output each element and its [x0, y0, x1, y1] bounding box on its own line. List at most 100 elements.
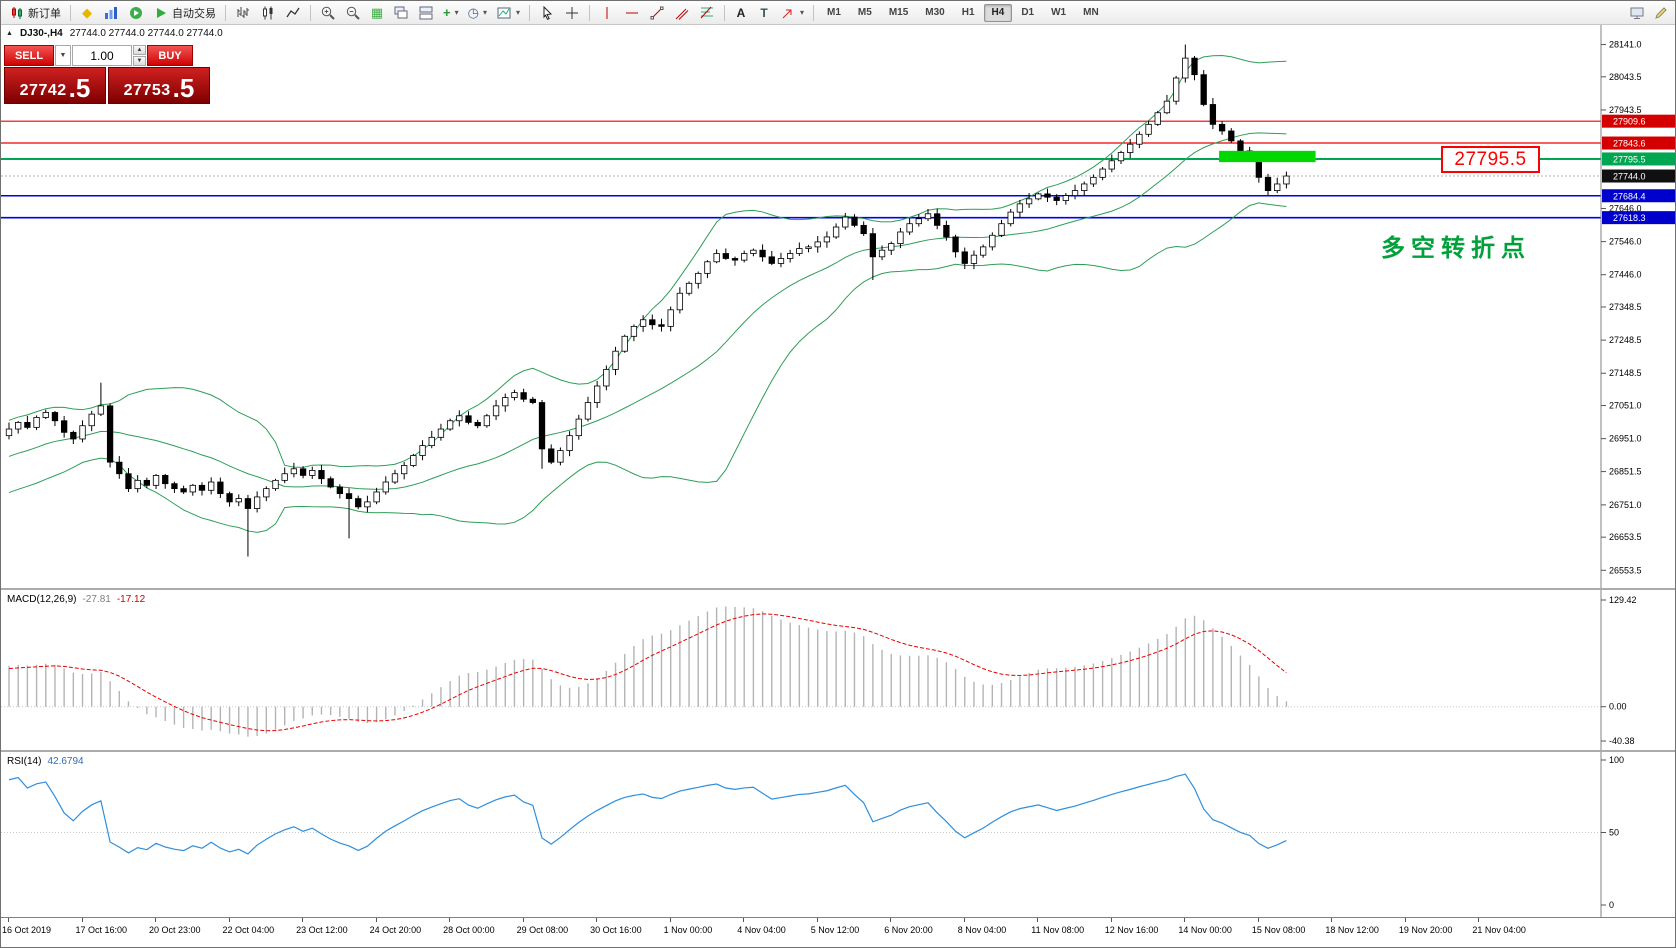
line-chart-button[interactable]	[281, 3, 305, 23]
time-axis-tick	[376, 918, 377, 922]
diamond-icon: ◆	[82, 6, 92, 19]
metaeditor-button[interactable]: ◆	[76, 3, 98, 23]
timeframe-m1[interactable]: M1	[819, 4, 849, 22]
pencil-icon	[1653, 5, 1669, 21]
cursor-button[interactable]	[535, 3, 559, 23]
timeframe-d1[interactable]: D1	[1013, 4, 1042, 22]
separator	[813, 5, 814, 21]
time-axis-tick	[1184, 918, 1185, 922]
one-click-trade-panel: SELL ▼ 1.00 ▲ ▼ BUY 27742 .5 27753 .5	[4, 45, 210, 104]
market-watch-button[interactable]	[99, 3, 123, 23]
channel-button[interactable]	[670, 3, 694, 23]
separator	[70, 5, 71, 21]
timeframe-h4[interactable]: H4	[984, 4, 1013, 22]
text-tool-button[interactable]: A	[730, 3, 752, 23]
periods-button[interactable]: ◷ ▾	[464, 3, 491, 23]
timeframe-m15[interactable]: M15	[881, 4, 916, 22]
panel-splitter[interactable]	[1, 750, 1676, 752]
separator	[225, 5, 226, 21]
tile-horizontal-icon	[418, 5, 434, 21]
new-order-button[interactable]: 新订单	[5, 3, 65, 23]
rsi-chart[interactable]: 100500	[1, 752, 1676, 917]
templates-button[interactable]: ▾	[492, 3, 524, 23]
time-axis-label: 17 Oct 16:00	[76, 925, 128, 935]
price-axis-tag: 27909.6	[1613, 117, 1646, 127]
zoom-out-button[interactable]	[341, 3, 365, 23]
chevron-down-icon: ▼	[137, 58, 143, 64]
vertical-line-button[interactable]	[595, 3, 619, 23]
arrows-tool-button[interactable]: ▾	[776, 3, 808, 23]
tile-horizontal-button[interactable]	[414, 3, 438, 23]
timeframe-h1[interactable]: H1	[954, 4, 983, 22]
volume-input[interactable]: 1.00	[72, 45, 132, 66]
sell-price-box[interactable]: 27742 .5	[4, 67, 106, 104]
price-axis-tag: 27618.3	[1613, 213, 1646, 223]
candlestick-chart-icon	[260, 5, 276, 21]
time-axis-label: 29 Oct 08:00	[517, 925, 569, 935]
ohlc-values: 27744.0 27744.0 27744.0 27744.0	[70, 28, 223, 39]
panel-splitter[interactable]	[1, 588, 1676, 590]
price-axis-label: 27943.5	[1609, 105, 1642, 115]
horizontal-line-button[interactable]	[620, 3, 644, 23]
timeframe-mn[interactable]: MN	[1075, 4, 1107, 22]
main-chart[interactable]: 28141.028043.527943.527646.027546.027446…	[1, 25, 1676, 588]
vertical-line-icon	[599, 5, 615, 21]
macd-axis-label: 0.00	[1609, 702, 1627, 712]
buy-button[interactable]: BUY	[147, 45, 193, 66]
time-axis-tick	[1037, 918, 1038, 922]
clock-icon: ◷	[468, 6, 479, 19]
new-order-label: 新订单	[28, 5, 61, 21]
time-axis-label: 24 Oct 20:00	[370, 925, 422, 935]
price-axis-tag: 27843.6	[1613, 139, 1646, 149]
price-axis-label: 26851.5	[1609, 467, 1642, 477]
bar-chart-button[interactable]	[231, 3, 255, 23]
trendline-button[interactable]	[645, 3, 669, 23]
timeframe-w1[interactable]: W1	[1043, 4, 1074, 22]
cascade-windows-button[interactable]	[389, 3, 413, 23]
sell-button[interactable]: SELL	[4, 45, 54, 66]
buy-price-fraction: .5	[173, 77, 195, 100]
price-axis-tag: 27795.5	[1613, 154, 1646, 164]
cursor-icon	[539, 5, 555, 21]
zoom-in-button[interactable]	[316, 3, 340, 23]
navigator-button[interactable]	[124, 3, 148, 23]
macd-axis-label: -40.38	[1609, 736, 1635, 746]
time-axis-tick	[596, 918, 597, 922]
buy-price-box[interactable]: 27753 .5	[108, 67, 210, 104]
time-axis-tick	[523, 918, 524, 922]
time-axis[interactable]: 16 Oct 201917 Oct 16:0020 Oct 23:0022 Oc…	[1, 917, 1676, 948]
price-axis-label: 27148.5	[1609, 368, 1642, 378]
indicators-button[interactable]: + ▾	[439, 3, 463, 23]
time-axis-label: 18 Nov 12:00	[1325, 925, 1379, 935]
volume-down-button[interactable]: ▼	[133, 56, 146, 66]
volume-up-button[interactable]: ▲	[133, 45, 146, 55]
monitor-button[interactable]	[1625, 3, 1649, 23]
macd-axis-label: 129.42	[1609, 595, 1637, 605]
timeframe-m30[interactable]: M30	[917, 4, 952, 22]
label-tool-button[interactable]: T	[753, 3, 775, 23]
price-axis-label: 26951.0	[1609, 434, 1642, 444]
price-axis-label: 27051.0	[1609, 401, 1642, 411]
price-axis-label: 28043.5	[1609, 72, 1642, 82]
price-axis-label: 27446.0	[1609, 270, 1642, 280]
zoom-out-icon	[345, 5, 361, 21]
volume-dropdown[interactable]: ▼	[55, 45, 71, 66]
time-axis-tick	[817, 918, 818, 922]
time-axis-label: 4 Nov 04:00	[737, 925, 786, 935]
timeframe-m5[interactable]: M5	[850, 4, 880, 22]
fibonacci-button[interactable]	[695, 3, 719, 23]
macd-chart[interactable]: 129.42 0.00 -40.38	[1, 590, 1676, 750]
autotrade-button[interactable]: 自动交易	[149, 3, 220, 23]
one-click-expander-icon[interactable]: ▲	[6, 30, 13, 37]
time-axis-label: 1 Nov 00:00	[664, 925, 713, 935]
candlestick-chart-button[interactable]	[256, 3, 280, 23]
turning-point-annotation: 多空转折点	[1381, 228, 1531, 263]
pencil-button[interactable]	[1649, 3, 1673, 23]
arrow-tool-icon	[780, 5, 796, 21]
time-axis-label: 30 Oct 16:00	[590, 925, 642, 935]
tile-windows-button[interactable]: ▦	[366, 3, 388, 23]
autotrade-play-icon	[153, 5, 169, 21]
macd-signal-value: -17.12	[117, 594, 145, 605]
crosshair-button[interactable]	[560, 3, 584, 23]
time-axis-tick	[82, 918, 83, 922]
